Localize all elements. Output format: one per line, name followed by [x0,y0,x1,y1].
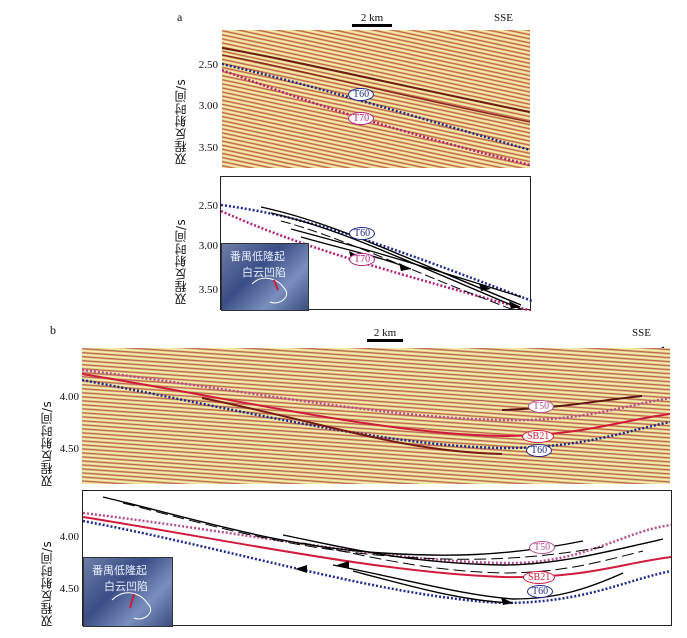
horizon-label-sb21-b: SB21 [522,430,555,443]
horizon-label-t60-a-interp: T60 [349,227,376,240]
horizon-label-t60-a: T60 [348,88,375,101]
tick-b-top-1: 4.00 [59,391,79,403]
scale-bar-a: 2 km [352,12,392,27]
y-axis-label-b-bottom: 双程反射时间/s [40,540,54,627]
panel-b-label: b [50,323,56,337]
tick-a-top-2: 3.00 [198,100,218,112]
horizon-label-sb21-b-interp: SB21 [523,571,556,584]
horizon-label-t50-b-interp: T50 [529,541,556,554]
scale-bar-b-line [367,339,403,342]
scale-bar-a-line [352,24,392,27]
interpretation-a: T60 T70 番禺低隆起 白云凹陷 [220,176,532,311]
scale-bar-b-text: 2 km [373,327,397,339]
scale-bar-b: 2 km [367,327,403,342]
tick-a-bottom-3: 3.50 [198,284,218,296]
tick-b-bottom-1: 4.00 [59,531,79,543]
inset-label-uplift-b: 番禺低隆起 [92,564,147,577]
horizon-label-t60-b: T60 [526,444,553,457]
y-axis-label-b-top: 双程反射时间/s [40,400,54,487]
tick-a-bottom-1: 2.50 [198,200,218,212]
panel-a-label: a [177,10,183,24]
seismic-section-b: T50 SB21 T60 [82,348,670,484]
horizon-label-t70-a-interp: T70 [349,253,376,266]
horizon-label-t70-a: T70 [348,112,375,125]
location-inset-map-b: 番禺低隆起 白云凹陷 [83,557,173,627]
inset-label-uplift-a: 番禺低隆起 [230,250,285,263]
tick-a-top-1: 2.50 [198,59,218,71]
inset-label-sag-b: 白云凹陷 [104,580,148,593]
tick-b-bottom-2: 4.50 [59,583,79,595]
tick-b-top-2: 4.50 [59,443,79,455]
scale-bar-a-text: 2 km [360,12,384,24]
inset-label-sag-a: 白云凹陷 [242,266,286,279]
direction-a-text: SSE [494,12,513,24]
direction-b-text: SSE [632,327,651,339]
location-inset-map-a: 番禺低隆起 白云凹陷 [221,243,309,311]
horizon-label-t50-b: T50 [528,400,555,413]
seismic-section-a: T60 T70 [222,30,530,168]
interpretation-b: T50 SB21 T60 番禺低隆起 白云凹陷 [82,490,672,627]
horizon-label-t60-b-interp: T60 [527,585,554,598]
tick-a-bottom-2: 3.00 [198,240,218,252]
tick-a-top-3: 3.50 [198,142,218,154]
